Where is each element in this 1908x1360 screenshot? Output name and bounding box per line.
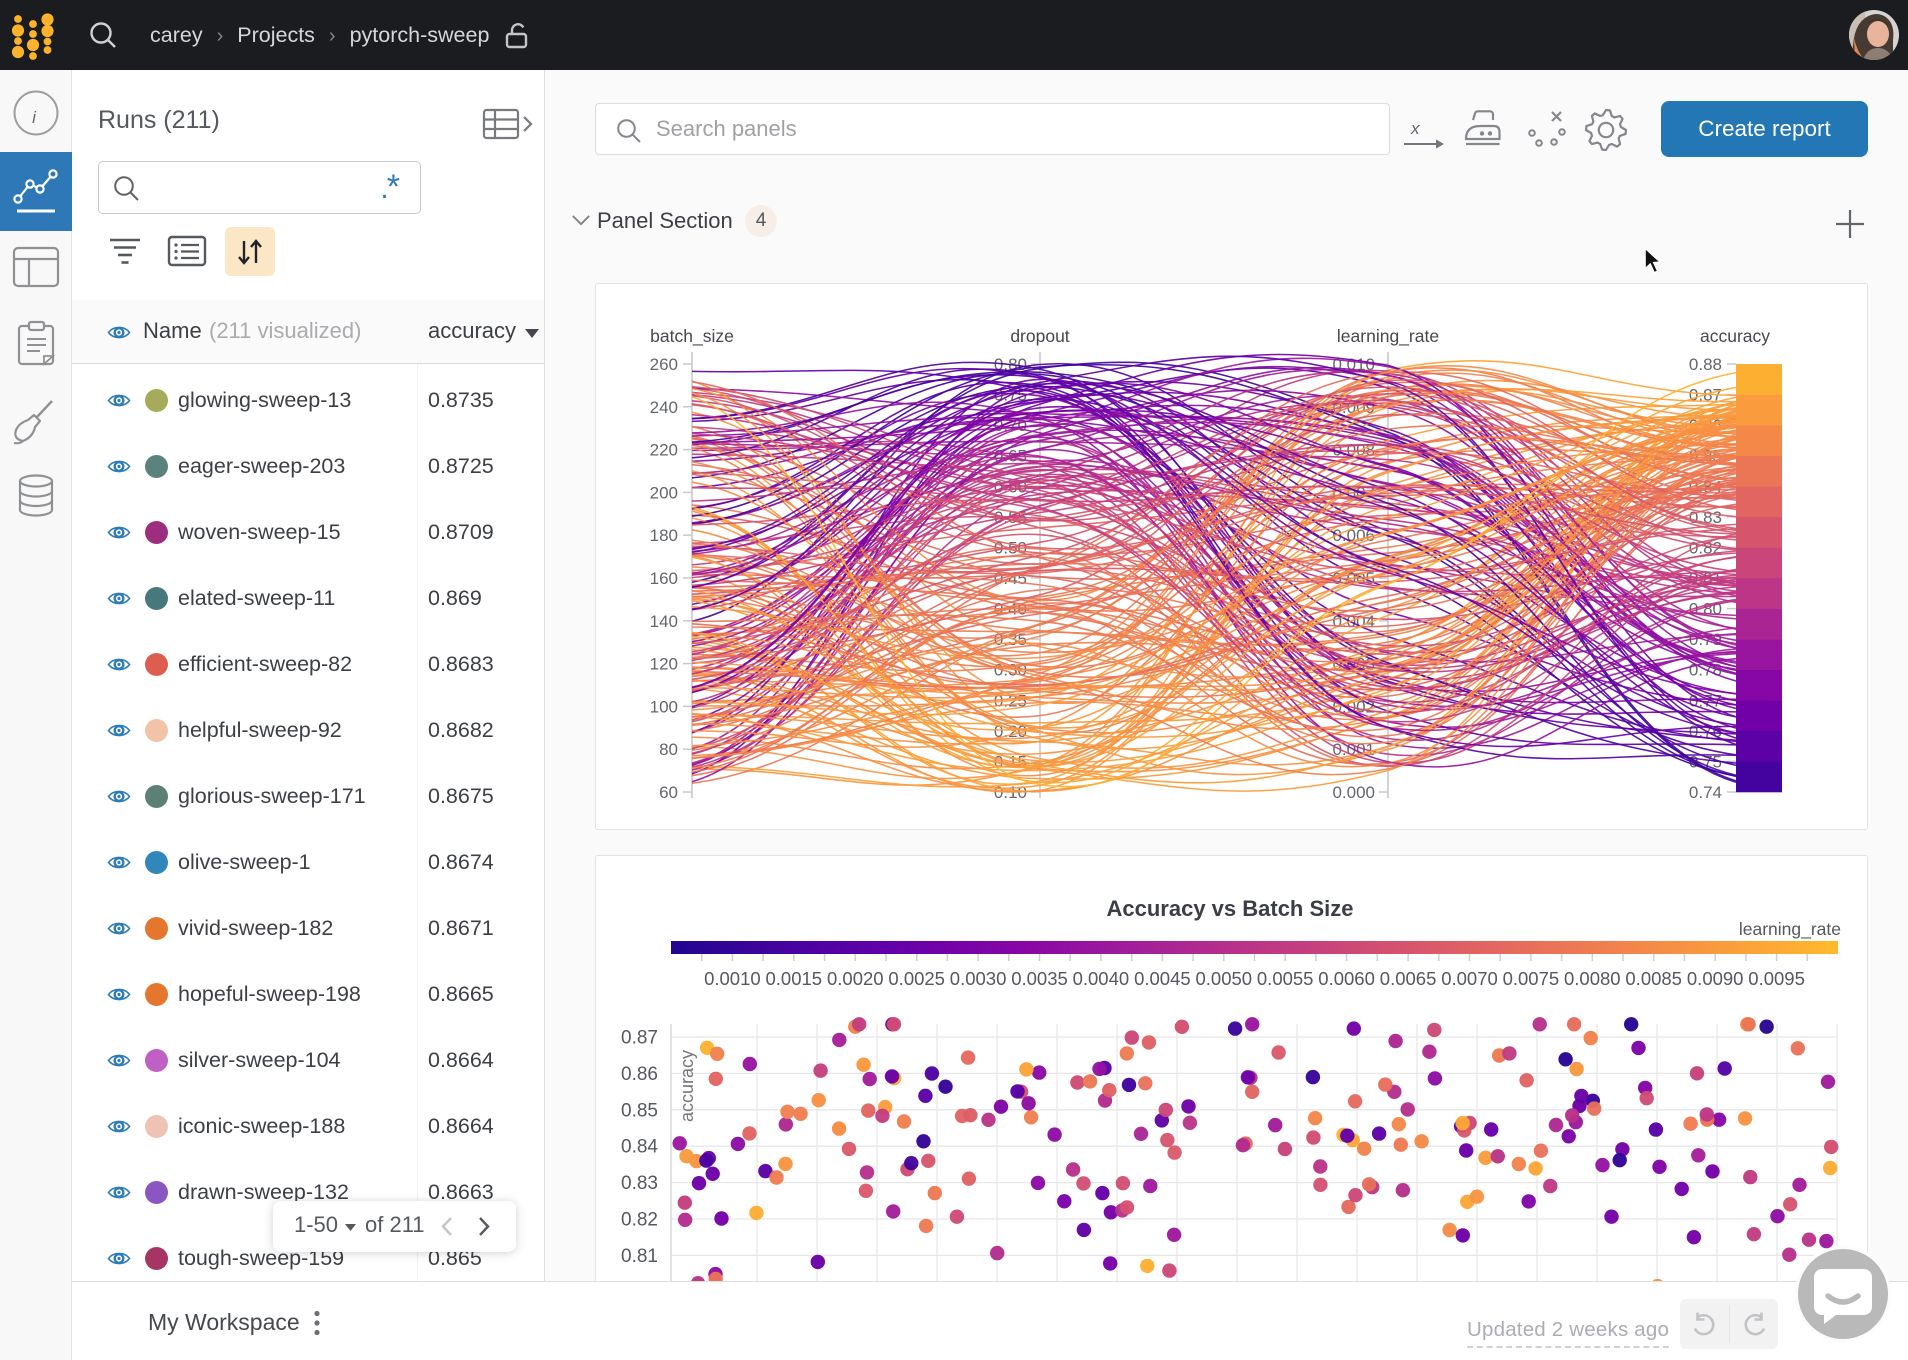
svg-text:0.0050: 0.0050: [1196, 968, 1253, 989]
svg-text:0.0010: 0.0010: [704, 968, 761, 989]
svg-text:260: 260: [650, 355, 678, 374]
svg-text:0.74: 0.74: [1689, 783, 1722, 802]
svg-text:0.86: 0.86: [621, 1064, 658, 1085]
svg-text:learning_rate: learning_rate: [1337, 326, 1439, 347]
svg-text:accuracy: accuracy: [677, 1050, 697, 1122]
svg-text:0.82: 0.82: [621, 1210, 658, 1231]
svg-text:80: 80: [659, 740, 678, 759]
svg-text:100: 100: [650, 697, 678, 716]
svg-text:220: 220: [650, 441, 678, 460]
svg-text:0.0055: 0.0055: [1257, 968, 1314, 989]
svg-text:140: 140: [650, 612, 678, 631]
svg-text:0.0025: 0.0025: [888, 968, 945, 989]
svg-text:accuracy: accuracy: [1700, 326, 1770, 346]
svg-text:0.77: 0.77: [1689, 691, 1722, 710]
svg-text:0.0070: 0.0070: [1441, 968, 1498, 989]
svg-text:0.0030: 0.0030: [950, 968, 1007, 989]
svg-text:0.0045: 0.0045: [1134, 968, 1191, 989]
svg-text:0.0090: 0.0090: [1687, 968, 1744, 989]
svg-text:0.83: 0.83: [621, 1173, 658, 1194]
svg-text:0.0065: 0.0065: [1380, 968, 1437, 989]
svg-text:i: i: [32, 108, 37, 127]
svg-text:dropout: dropout: [1010, 326, 1069, 346]
svg-text:0.0035: 0.0035: [1011, 968, 1068, 989]
svg-text:180: 180: [650, 526, 678, 545]
svg-text:120: 120: [650, 655, 678, 674]
svg-text:0.0095: 0.0095: [1748, 968, 1805, 989]
svg-text:0.0020: 0.0020: [827, 968, 884, 989]
svg-text:0.0015: 0.0015: [766, 968, 823, 989]
svg-text:0.81: 0.81: [621, 1246, 658, 1267]
svg-text:0.84: 0.84: [621, 1137, 658, 1158]
svg-text:0.000: 0.000: [1332, 783, 1375, 802]
svg-text:Accuracy vs Batch Size: Accuracy vs Batch Size: [1106, 896, 1353, 921]
svg-text:0.0080: 0.0080: [1564, 968, 1621, 989]
svg-text:0.0085: 0.0085: [1625, 968, 1682, 989]
svg-text:x: x: [1410, 119, 1420, 138]
svg-text:0.85: 0.85: [621, 1100, 658, 1121]
svg-text:0.0060: 0.0060: [1318, 968, 1375, 989]
svg-text:0.88: 0.88: [1689, 355, 1722, 374]
svg-text:learning_rate: learning_rate: [1739, 919, 1841, 940]
svg-text:60: 60: [659, 783, 678, 802]
svg-text:batch_size: batch_size: [650, 326, 734, 347]
svg-text:240: 240: [650, 398, 678, 417]
svg-text:160: 160: [650, 569, 678, 588]
svg-text:0.87: 0.87: [621, 1028, 658, 1049]
svg-text:0.0075: 0.0075: [1503, 968, 1560, 989]
svg-text:0.0040: 0.0040: [1073, 968, 1130, 989]
svg-text:200: 200: [650, 483, 678, 502]
